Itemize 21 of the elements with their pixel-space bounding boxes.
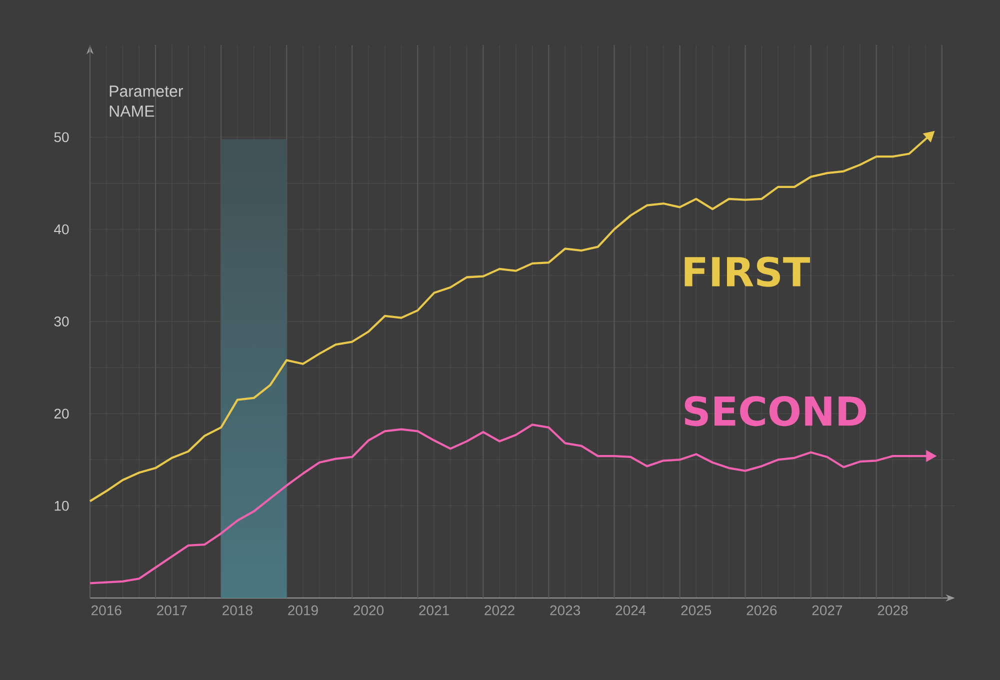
- y-tick-label: 30: [54, 316, 69, 326]
- x-tick-label: 2026: [746, 605, 777, 616]
- x-tick-label: 2021: [419, 605, 449, 616]
- series-label: SECOND: [684, 396, 866, 426]
- x-tick-label: 2027: [812, 605, 842, 616]
- x-tick-label: 2020: [354, 605, 384, 616]
- y-tick-label: 50: [54, 132, 69, 142]
- y-tick-label: 40: [54, 224, 69, 234]
- x-tick-label: 2025: [681, 605, 712, 616]
- x-tick-label: 2022: [484, 605, 514, 616]
- x-tick-label: 2024: [616, 605, 646, 616]
- x-tick-label: 2016: [92, 605, 122, 616]
- x-tick-label: 2028: [878, 605, 908, 616]
- x-tick-label: 2017: [157, 605, 187, 616]
- x-tick-label: 2019: [288, 605, 318, 616]
- x-tick-label: 2023: [550, 605, 580, 616]
- series-label: FIRST: [684, 256, 810, 287]
- y-axis-title: Parameter NAME: [110, 86, 183, 117]
- y-tick-label: 20: [54, 408, 69, 419]
- y-tick-label: 10: [54, 500, 69, 511]
- x-tick-label: 2018: [222, 605, 252, 616]
